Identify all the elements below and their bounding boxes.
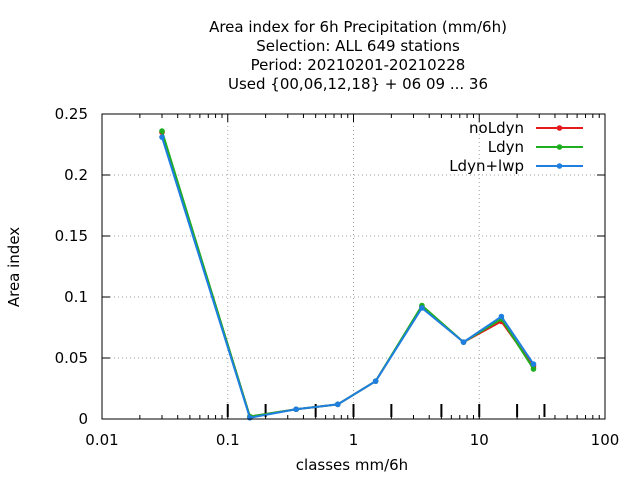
data-point	[293, 406, 299, 413]
data-point	[419, 305, 425, 311]
x-tick-label: 10	[470, 431, 489, 449]
series-line-ldyn-lwp	[161, 136, 535, 419]
y-tick-label: 0.15	[55, 227, 88, 245]
series-lines	[159, 128, 537, 421]
data-point	[334, 401, 341, 408]
x-tick-label: 0.01	[85, 431, 118, 449]
data-point	[498, 313, 505, 320]
data-point	[460, 339, 467, 345]
legend-label: Ldyn+lwp	[449, 157, 524, 175]
legend-sample-point	[556, 125, 563, 131]
x-tick-label: 0.1	[216, 431, 240, 449]
axis-ticks: 0 0.05 0.1 0.15 0.2 0.25 0.01 0.1 1 10 100	[55, 105, 620, 449]
data-point	[530, 361, 537, 367]
y-axis-label: Area index	[5, 227, 23, 307]
data-point	[247, 414, 253, 421]
data-point	[159, 134, 165, 140]
grid	[102, 114, 605, 419]
x-tick-label: 100	[591, 431, 620, 449]
y-tick-label: 0.1	[64, 288, 88, 306]
chart-title: Area index for 6h Precipitation (mm/6h) …	[209, 18, 507, 93]
y-tick-label: 0.05	[55, 349, 88, 367]
title-line-1: Area index for 6h Precipitation (mm/6h)	[209, 18, 507, 36]
data-point	[530, 366, 537, 372]
y-tick-label: 0.25	[55, 105, 88, 123]
legend-label: noLdyn	[469, 119, 524, 137]
title-line-4: Used {00,06,12,18} + 06 09 ... 36	[228, 75, 488, 93]
y-tick-label: 0.2	[64, 166, 88, 184]
data-point	[372, 378, 379, 384]
class-boundary-ticks	[226, 404, 546, 417]
title-line-3: Period: 20210201-20210228	[251, 56, 466, 74]
x-tick-label: 1	[349, 431, 359, 449]
legend-sample-point	[556, 144, 563, 150]
x-axis-label: classes mm/6h	[296, 456, 408, 474]
data-point	[159, 128, 165, 134]
legend-sample-point	[556, 163, 563, 169]
legend-label: Ldyn	[488, 138, 524, 156]
y-tick-label: 0	[78, 410, 88, 428]
title-line-2: Selection: ALL 649 stations	[256, 37, 460, 55]
